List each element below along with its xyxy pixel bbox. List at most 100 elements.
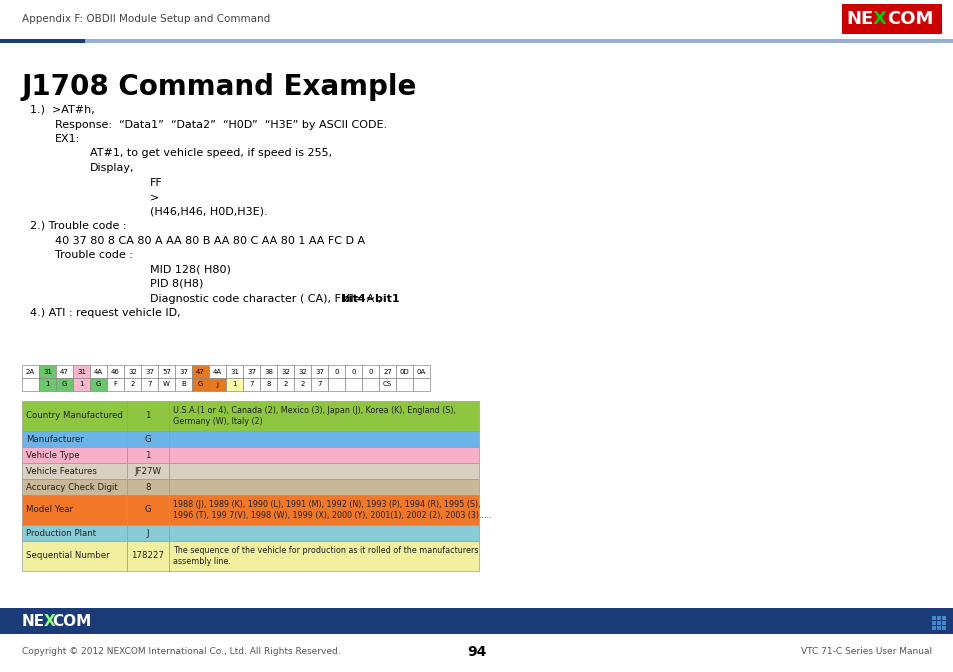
Bar xyxy=(413,365,430,378)
Bar xyxy=(22,431,127,447)
Text: >: > xyxy=(150,192,159,202)
Text: 7: 7 xyxy=(317,382,321,388)
Text: G: G xyxy=(197,382,203,388)
Bar xyxy=(39,378,56,391)
Bar xyxy=(260,378,276,391)
Text: 4.) ATI : request vehicle ID,: 4.) ATI : request vehicle ID, xyxy=(30,308,180,318)
Text: 0D: 0D xyxy=(399,368,409,374)
Bar xyxy=(260,365,276,378)
Text: G: G xyxy=(145,505,152,515)
Text: 32: 32 xyxy=(128,368,137,374)
Text: Model Year: Model Year xyxy=(26,505,73,515)
Bar xyxy=(22,541,127,571)
Bar xyxy=(107,365,124,378)
Bar xyxy=(174,378,192,391)
Text: Sequential Number: Sequential Number xyxy=(26,552,110,560)
Text: 57: 57 xyxy=(162,368,171,374)
Bar xyxy=(127,525,169,541)
Bar xyxy=(90,378,107,391)
Bar xyxy=(361,365,378,378)
Bar xyxy=(22,378,39,391)
Text: 1: 1 xyxy=(145,411,151,421)
Text: 2: 2 xyxy=(300,382,304,388)
Text: 8: 8 xyxy=(266,382,271,388)
Bar xyxy=(127,495,169,525)
Text: 27: 27 xyxy=(383,368,392,374)
Text: Response:  “Data1”  “Data2”  “H0D”  “H3E” by ASCII CODE.: Response: “Data1” “Data2” “H0D” “H3E” by… xyxy=(55,120,387,130)
Bar xyxy=(243,378,260,391)
Bar xyxy=(73,378,90,391)
Text: Manufacturer: Manufacturer xyxy=(26,435,84,444)
Bar xyxy=(169,541,478,571)
Text: VTC 71-C Series User Manual: VTC 71-C Series User Manual xyxy=(800,648,931,657)
Text: 46: 46 xyxy=(111,368,120,374)
Text: 7: 7 xyxy=(147,382,152,388)
Text: Vehicle Features: Vehicle Features xyxy=(26,466,97,476)
Bar xyxy=(345,378,361,391)
Bar xyxy=(127,479,169,495)
Text: Trouble code :: Trouble code : xyxy=(55,250,132,260)
Text: 8: 8 xyxy=(145,482,151,491)
Bar xyxy=(127,447,169,463)
Bar xyxy=(936,621,940,625)
Text: 47: 47 xyxy=(196,368,205,374)
Bar xyxy=(328,365,345,378)
Text: EX1:: EX1: xyxy=(55,134,80,144)
Bar xyxy=(841,4,941,34)
Bar xyxy=(395,365,413,378)
Text: 37: 37 xyxy=(314,368,324,374)
Bar xyxy=(22,525,127,541)
Bar xyxy=(931,626,935,630)
Bar xyxy=(345,365,361,378)
Text: Country Manufactured: Country Manufactured xyxy=(26,411,123,421)
Bar xyxy=(56,378,73,391)
Text: (H46,H46, H0D,H3E).: (H46,H46, H0D,H3E). xyxy=(150,206,268,216)
Bar xyxy=(169,479,478,495)
Bar xyxy=(158,378,174,391)
Text: 2.) Trouble code :: 2.) Trouble code : xyxy=(30,221,127,231)
Bar xyxy=(22,479,127,495)
Text: COM: COM xyxy=(52,614,91,628)
Bar xyxy=(192,365,209,378)
Text: Diagnostic code character ( CA), FMI= A ,: Diagnostic code character ( CA), FMI= A … xyxy=(150,294,384,304)
Text: 178227: 178227 xyxy=(132,552,164,560)
Text: 1988 (J), 1989 (K), 1990 (L), 1991 (M), 1992 (N), 1993 (P), 1994 (R), 1995 (S),
: 1988 (J), 1989 (K), 1990 (L), 1991 (M), … xyxy=(172,499,491,520)
Text: COM: COM xyxy=(886,10,932,28)
Text: 1.)  >AT#h,: 1.) >AT#h, xyxy=(30,105,94,115)
Bar xyxy=(0,39,85,43)
Text: B: B xyxy=(181,382,186,388)
Bar xyxy=(141,378,158,391)
Bar xyxy=(169,447,478,463)
Text: Production Plant: Production Plant xyxy=(26,528,96,538)
Text: 37: 37 xyxy=(179,368,188,374)
Text: 4A: 4A xyxy=(213,368,222,374)
Bar xyxy=(209,365,226,378)
Text: bit4~bit1: bit4~bit1 xyxy=(341,294,399,304)
Bar xyxy=(276,378,294,391)
Text: J: J xyxy=(216,382,218,388)
Bar xyxy=(226,378,243,391)
Bar xyxy=(378,365,395,378)
Text: 31: 31 xyxy=(230,368,239,374)
Bar xyxy=(413,378,430,391)
Text: 40 37 80 8 CA 80 A AA 80 B AA 80 C AA 80 1 AA FC D A: 40 37 80 8 CA 80 A AA 80 B AA 80 C AA 80… xyxy=(55,235,365,245)
Text: 94: 94 xyxy=(467,645,486,659)
Text: FF: FF xyxy=(150,177,163,187)
Bar xyxy=(124,378,141,391)
Text: Accuracy Check Digit: Accuracy Check Digit xyxy=(26,482,117,491)
Text: G: G xyxy=(95,382,101,388)
Bar xyxy=(941,621,945,625)
Bar xyxy=(127,541,169,571)
Text: 31: 31 xyxy=(43,368,52,374)
Bar xyxy=(931,616,935,620)
Text: 0: 0 xyxy=(368,368,373,374)
Bar xyxy=(141,365,158,378)
Bar xyxy=(127,431,169,447)
Text: 0: 0 xyxy=(351,368,355,374)
Text: G: G xyxy=(62,382,67,388)
Text: Display,: Display, xyxy=(90,163,134,173)
Bar xyxy=(169,495,478,525)
Text: 38: 38 xyxy=(264,368,273,374)
Text: PID 8(H8): PID 8(H8) xyxy=(150,279,203,289)
Text: NE: NE xyxy=(845,10,873,28)
